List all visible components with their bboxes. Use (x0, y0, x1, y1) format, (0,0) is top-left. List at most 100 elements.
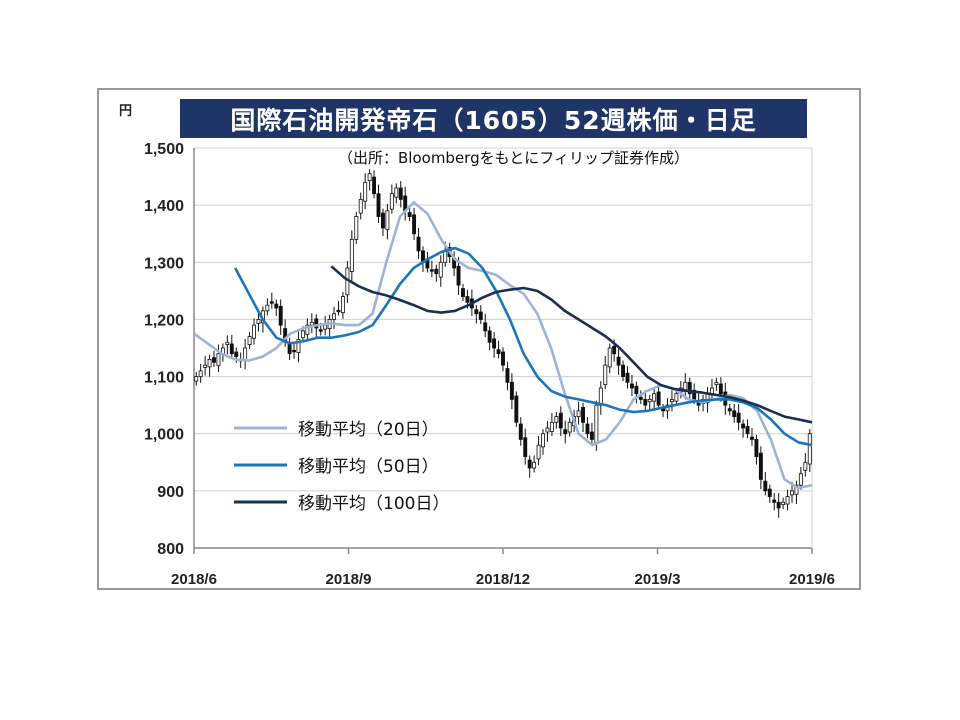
candle-body (567, 421, 572, 433)
candle-body (803, 461, 808, 471)
candle-body (594, 404, 599, 444)
y-tick-label: 1,100 (144, 370, 184, 387)
candle-body (274, 303, 279, 309)
candle-body (483, 322, 488, 332)
x-tick-label: 2018/9 (326, 571, 372, 588)
candle-body (474, 309, 479, 315)
candle-body (363, 181, 368, 202)
candle-body (501, 351, 505, 366)
candle-body (269, 301, 274, 304)
candle-body (412, 214, 417, 235)
candle-body (376, 193, 381, 217)
candle-body (647, 399, 652, 403)
candle-body (389, 193, 394, 210)
candle-body (585, 423, 590, 435)
x-tick-label: 2018/6 (171, 571, 217, 588)
candle-body (687, 381, 692, 395)
candle-body (638, 396, 643, 400)
candle-body (434, 268, 439, 275)
source-note: （出所：Bloombergをもとにフィリップ証券作成） (338, 149, 690, 167)
candle-body (634, 385, 639, 395)
chart-svg: 800 900 1,000 1,100 1,200 1,300 1,400 1,500 2018… (144, 141, 835, 588)
candle-body (785, 496, 790, 505)
candle-body (309, 321, 314, 326)
candle-body (732, 410, 737, 417)
candle-body (776, 501, 781, 509)
candle-body (394, 187, 399, 198)
candle-body (256, 319, 261, 324)
candle-body (385, 210, 390, 231)
candle-body (247, 336, 252, 345)
candle-body (656, 391, 661, 406)
candle-body (465, 296, 470, 303)
candle-body (794, 484, 799, 495)
candle-body (612, 345, 617, 355)
chart-title: 国際石油開発帝石（1605）52週株価・日足 (180, 99, 807, 138)
candle-body (194, 376, 199, 382)
candle-body (336, 309, 341, 313)
candle-body (314, 318, 319, 329)
candle-body (545, 427, 550, 433)
x-tick-label: 2019/3 (635, 571, 681, 588)
candle-body (203, 364, 208, 368)
candle-body (367, 173, 372, 181)
y-unit-label: 円 (119, 104, 133, 119)
candle-body (372, 176, 377, 195)
candle-body (629, 383, 634, 389)
y-tick-label: 1,200 (144, 312, 184, 329)
series-line-3 (330, 265, 813, 424)
y-tick-label: 1,400 (144, 198, 184, 215)
candle-body (340, 296, 345, 313)
candle-body (558, 412, 563, 429)
candle-body (523, 437, 528, 457)
candle-body (798, 473, 803, 486)
candle-body (349, 239, 354, 272)
candle-body (234, 351, 239, 357)
y-tick-label: 1,500 (144, 141, 184, 158)
candle-body (807, 433, 812, 465)
candle-body (318, 329, 323, 332)
candle-body (456, 265, 461, 286)
chart-frame: 800 900 1,000 1,100 1,200 1,300 1,400 1,500 2018… (97, 88, 861, 590)
candle-body (429, 269, 434, 272)
candle-body (354, 216, 359, 240)
candle-body (536, 444, 541, 460)
candle-body (576, 410, 581, 417)
candle-body (549, 421, 554, 432)
candle-body (527, 459, 532, 469)
candle-body (772, 499, 777, 503)
candle-body (212, 357, 216, 363)
candle-body (323, 324, 328, 330)
legend-label: 移動平均（50日） (298, 457, 439, 477)
candle-body (767, 488, 772, 497)
y-tick-label: 900 (157, 484, 184, 501)
candle-body (438, 261, 443, 278)
candle-body (754, 439, 759, 457)
candle-body (492, 338, 497, 349)
series-line-1 (193, 201, 813, 490)
candle-body (736, 412, 741, 423)
candle-body (461, 288, 465, 297)
candle-body (407, 212, 412, 217)
candle-body (563, 429, 568, 435)
candle-body (745, 425, 750, 435)
candle-body (358, 199, 363, 214)
y-tick-label: 800 (157, 541, 184, 558)
candle-body (554, 416, 559, 423)
candle-body (300, 330, 305, 339)
candle-body (758, 452, 763, 480)
candle-body (763, 480, 768, 492)
candle-body (643, 399, 648, 406)
legend-label: 移動平均（20日） (298, 420, 439, 440)
candle-body (532, 461, 537, 469)
x-tick-label: 2019/6 (789, 571, 835, 588)
candle-body (443, 250, 448, 263)
candle-body (265, 304, 270, 312)
candle-body (216, 353, 221, 367)
candle-body (714, 381, 719, 385)
candle-body (381, 212, 385, 229)
candle-body (416, 236, 421, 252)
candle-body (296, 339, 301, 353)
candle-body (229, 343, 234, 355)
candle-body (398, 187, 403, 200)
